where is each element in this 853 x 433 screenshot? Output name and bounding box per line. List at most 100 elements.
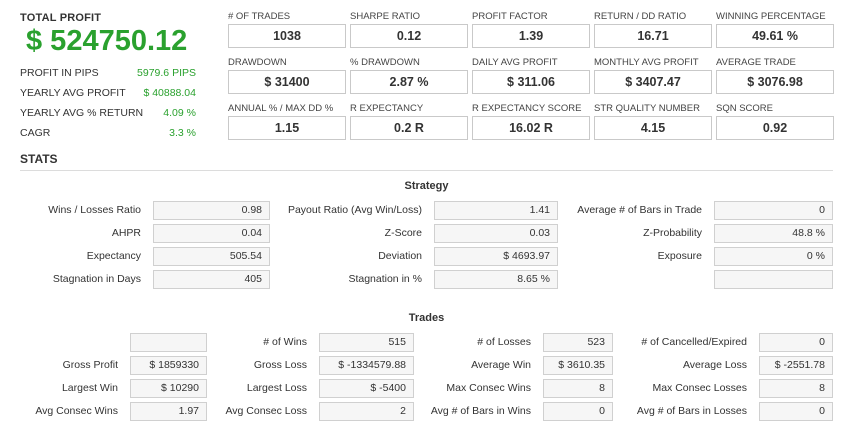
stats-divider xyxy=(20,170,833,171)
trade-label: Avg Consec Wins xyxy=(35,405,118,417)
trade-value: $ 1859330 xyxy=(130,356,207,375)
trade-label: Largest Win xyxy=(61,382,118,394)
summary-label: YEARLY AVG PROFIT xyxy=(20,87,126,99)
stat-label: Stagnation in Days xyxy=(52,273,141,285)
stat-value: 405 xyxy=(153,270,270,289)
stat-value: 0 % xyxy=(714,247,833,266)
trade-value: $ 3610.35 xyxy=(543,356,613,375)
stat-label: Deviation xyxy=(378,250,422,262)
metric-label: DAILY AVG PROFIT xyxy=(472,57,558,68)
stat-value: 0.98 xyxy=(153,201,270,220)
stat-label: Stagnation in % xyxy=(348,273,422,285)
trade-label: # of Losses xyxy=(477,336,531,348)
trade-label: Largest Loss xyxy=(246,382,307,394)
metric-value: 16.02 R xyxy=(472,116,590,140)
trade-value: $ -5400 xyxy=(319,379,414,398)
stat-value: $ 4693.97 xyxy=(434,247,558,266)
trade-label xyxy=(20,333,118,351)
stat-label: Z-Score xyxy=(384,227,422,239)
trade-value: 515 xyxy=(319,333,414,352)
metric-daily-avg-profit: DAILY AVG PROFIT $ 311.06 xyxy=(472,57,590,94)
trade-value: 0 xyxy=(759,402,833,421)
trades-section-title: Trades xyxy=(408,312,445,324)
metric-label: DRAWDOWN xyxy=(228,57,287,68)
metric-label: RETURN / DD RATIO xyxy=(594,11,687,22)
summary-row-yearly-avg-return: YEARLY AVG % RETURN 4.09 % xyxy=(20,107,196,123)
summary-value: $ 40888.04 xyxy=(143,87,196,99)
metric-label: % DRAWDOWN xyxy=(350,57,420,68)
metric-return-dd-ratio: RETURN / DD RATIO 16.71 xyxy=(594,11,712,48)
metric-value: 0.2 R xyxy=(350,116,468,140)
trade-value: $ 10290 xyxy=(130,379,207,398)
metric-value: $ 3076.98 xyxy=(716,70,834,94)
stat-label: Expectancy xyxy=(86,250,141,262)
summary-label: YEARLY AVG % RETURN xyxy=(20,107,144,119)
trade-label: Average Win xyxy=(471,359,531,371)
trade-value: 8 xyxy=(543,379,613,398)
stat-value: 505.54 xyxy=(153,247,270,266)
trade-label: Max Consec Wins xyxy=(446,382,531,394)
metric-label: STR QUALITY NUMBER xyxy=(594,103,700,114)
metric-label: AVERAGE TRADE xyxy=(716,57,796,68)
metric-drawdown: DRAWDOWN $ 31400 xyxy=(228,57,346,94)
metric-value: 1.15 xyxy=(228,116,346,140)
stat-value: 8.65 % xyxy=(434,270,558,289)
stat-label: Payout Ratio (Avg Win/Loss) xyxy=(287,204,422,216)
trade-label: # of Cancelled/Expired xyxy=(641,336,747,348)
summary-value: 3.3 % xyxy=(169,127,196,139)
metric-value: $ 311.06 xyxy=(472,70,590,94)
metric-r-expectancy-score: R EXPECTANCY SCORE 16.02 R xyxy=(472,103,590,140)
strategy-section-title: Strategy xyxy=(404,180,449,192)
summary-row-cagr: CAGR 3.3 % xyxy=(20,127,196,143)
metric-value: 16.71 xyxy=(594,24,712,48)
metric-winning-percentage: WINNING PERCENTAGE 49.61 % xyxy=(716,11,834,48)
metric-label: WINNING PERCENTAGE xyxy=(716,11,826,22)
metric-value: 2.87 % xyxy=(350,70,468,94)
metric-label: PROFIT FACTOR xyxy=(472,11,548,22)
trade-value xyxy=(130,333,207,352)
stat-value: 0.03 xyxy=(434,224,558,243)
trade-label: Avg Consec Loss xyxy=(225,405,307,417)
trade-value: $ -2551.78 xyxy=(759,356,833,375)
trade-value: 2 xyxy=(319,402,414,421)
trade-label: Gross Loss xyxy=(253,359,307,371)
stat-label xyxy=(558,270,702,288)
trade-value: 1.97 xyxy=(130,402,207,421)
stat-label: Exposure xyxy=(657,250,702,262)
metric-number-of-trades: # OF TRADES 1038 xyxy=(228,11,346,48)
metric-str-quality-number: STR QUALITY NUMBER 4.15 xyxy=(594,103,712,140)
metric-value: 0.92 xyxy=(716,116,834,140)
metric-label: SHARPE RATIO xyxy=(350,11,421,22)
metric-sqn-score: SQN SCORE 0.92 xyxy=(716,103,834,140)
trade-label: Avg # of Bars in Losses xyxy=(636,405,747,417)
total-profit-label: TOTAL PROFIT xyxy=(20,12,102,24)
stats-title: STATS xyxy=(20,152,58,166)
stat-value: 48.8 % xyxy=(714,224,833,243)
metric-average-trade: AVERAGE TRADE $ 3076.98 xyxy=(716,57,834,94)
stat-value: 1.41 xyxy=(434,201,558,220)
metric-label: R EXPECTANCY SCORE xyxy=(472,103,582,114)
metric-sharpe-ratio: SHARPE RATIO 0.12 xyxy=(350,11,468,48)
stat-label: Wins / Losses Ratio xyxy=(48,204,141,216)
trade-value: $ -1334579.88 xyxy=(319,356,414,375)
metric-label: R EXPECTANCY xyxy=(350,103,424,114)
metric-label: MONTHLY AVG PROFIT xyxy=(594,57,699,68)
metric-value: 1.39 xyxy=(472,24,590,48)
trade-value: 8 xyxy=(759,379,833,398)
stat-value: 0 xyxy=(714,201,833,220)
summary-value: 4.09 % xyxy=(163,107,196,119)
trade-value: 523 xyxy=(543,333,613,352)
metric-profit-factor: PROFIT FACTOR 1.39 xyxy=(472,11,590,48)
summary-row-yearly-avg-profit: YEARLY AVG PROFIT $ 40888.04 xyxy=(20,87,196,103)
trade-value: 0 xyxy=(759,333,833,352)
summary-value: 5979.6 PIPS xyxy=(137,67,196,79)
metric-annual-max-dd: ANNUAL % / MAX DD % 1.15 xyxy=(228,103,346,140)
trade-label: Gross Profit xyxy=(62,359,118,371)
trade-label: Max Consec Losses xyxy=(652,382,747,394)
trade-value: 0 xyxy=(543,402,613,421)
metric-monthly-avg-profit: MONTHLY AVG PROFIT $ 3407.47 xyxy=(594,57,712,94)
metric-r-expectancy: R EXPECTANCY 0.2 R xyxy=(350,103,468,140)
metric-value: 4.15 xyxy=(594,116,712,140)
metric-label: # OF TRADES xyxy=(228,11,291,22)
stat-value: 0.04 xyxy=(153,224,270,243)
